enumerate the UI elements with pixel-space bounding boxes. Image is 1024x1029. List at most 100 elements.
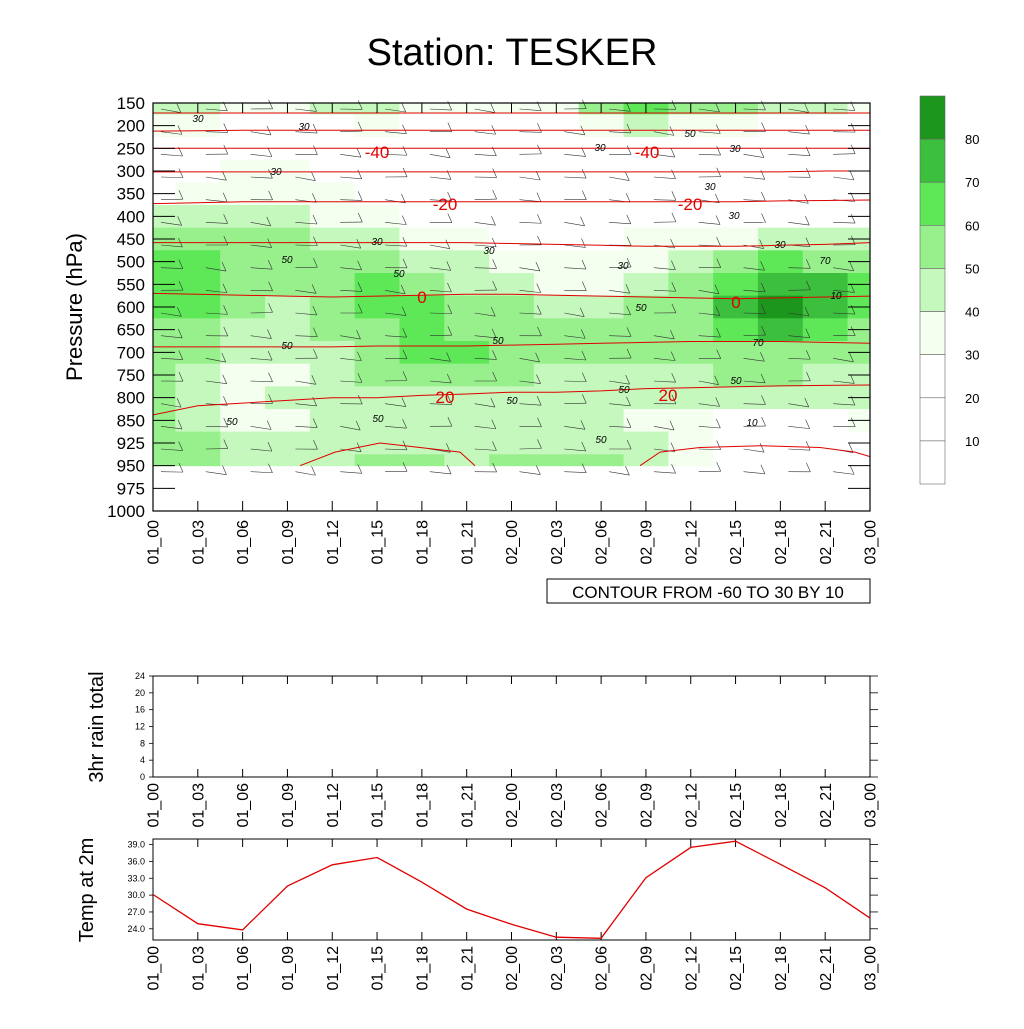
humidity-cell [444, 273, 489, 296]
humidity-cell [803, 182, 848, 205]
x-tick-label: 01_00 [146, 520, 163, 565]
colorbar-label: 30 [965, 348, 979, 363]
x-tick-label: 02_18 [773, 946, 790, 991]
humidity-cell [713, 160, 758, 183]
humidity-cell [489, 432, 534, 455]
colorbar-cell [920, 441, 945, 484]
wind-barb-shaft [609, 472, 629, 475]
colorbar-label: 50 [965, 261, 979, 276]
x-tick-label: 02_21 [818, 783, 835, 828]
x-tick-label: 03_00 [863, 946, 880, 991]
temperature-contour-label: -40 [365, 143, 390, 162]
humidity-contour-label: 30 [728, 211, 740, 222]
humidity-cell [444, 318, 489, 341]
humidity-cell [489, 454, 534, 466]
x-tick-label: 01_12 [325, 946, 342, 991]
humidity-cell [713, 114, 758, 137]
x-tick-label: 02_06 [594, 946, 611, 991]
wind-barb-flag [536, 466, 540, 475]
humidity-cell [444, 364, 489, 387]
x-tick-label: 01_03 [190, 783, 207, 828]
x-tick-label: 02_00 [504, 520, 521, 565]
x-tick-label: 02_09 [639, 783, 656, 828]
x-tick-label: 01_18 [414, 520, 431, 565]
rain-y-tick-label: 20 [135, 688, 145, 698]
wind-barb-shaft [430, 472, 451, 474]
temp-y-tick-label: 33.0 [127, 873, 145, 883]
humidity-cell [668, 296, 713, 319]
humidity-contour-label: 30 [704, 182, 716, 193]
x-tick-label: 02_21 [818, 946, 835, 991]
humidity-cell [534, 318, 579, 341]
humidity-cell [803, 454, 848, 466]
temperature-contour-label: -40 [635, 143, 660, 162]
humidity-cell [220, 432, 265, 455]
humidity-cell [534, 228, 579, 251]
x-tick-label: 01_06 [235, 520, 252, 565]
humidity-cell [399, 160, 444, 183]
wind-barb-shaft [520, 472, 541, 475]
y-tick-label: 150 [117, 94, 145, 113]
wind-barb-flag [222, 466, 226, 475]
humidity-cell [758, 296, 803, 319]
x-tick-label: 02_06 [594, 783, 611, 828]
y-tick-label: 350 [117, 185, 145, 204]
humidity-cell [310, 228, 355, 251]
x-tick-label: 02_15 [728, 520, 745, 565]
humidity-cell [758, 114, 803, 137]
humidity-cell [668, 273, 713, 296]
colorbar-cell [920, 312, 945, 355]
humidity-contour-label: 30 [617, 261, 629, 272]
humidity-cell [579, 409, 624, 432]
humidity-cell [175, 205, 220, 228]
rain-y-label: 3hr rain total [86, 671, 108, 782]
x-tick-label: 02_18 [773, 520, 790, 565]
temp-y-label: Temp at 2m [76, 838, 98, 942]
humidity-cell [803, 386, 848, 409]
x-tick-label: 02_15 [728, 783, 745, 828]
y-tick-label: 200 [117, 117, 145, 136]
humidity-cell [579, 341, 624, 364]
humidity-cell [175, 432, 220, 455]
humidity-cell [579, 318, 624, 341]
colorbar-cell [920, 355, 945, 398]
x-tick-label: 01_21 [459, 946, 476, 991]
humidity-cell [355, 205, 400, 228]
humidity-contour-label: 50 [492, 336, 504, 347]
humidity-cell [310, 160, 355, 183]
humidity-cell [489, 296, 534, 319]
colorbar-cell [920, 225, 945, 268]
humidity-contour-label: 70 [819, 256, 831, 267]
humidity-contour-label: 30 [371, 237, 383, 248]
humidity-cell [175, 228, 220, 251]
y-tick-label: 300 [117, 162, 145, 181]
colorbar-cell [920, 182, 945, 225]
contour-info-text: CONTOUR FROM -60 TO 30 BY 10 [572, 583, 844, 602]
rain-y-tick-label: 8 [140, 738, 145, 748]
humidity-contour-label: 50 [281, 255, 293, 266]
humidity-cell [489, 364, 534, 387]
humidity-cell [489, 160, 534, 183]
rain-y-tick-label: 4 [140, 755, 145, 765]
humidity-cell [579, 364, 624, 387]
humidity-cell [310, 296, 355, 319]
x-tick-label: 01_00 [146, 946, 163, 991]
y-tick-label: 1000 [107, 502, 145, 521]
rain-plot-frame [153, 676, 870, 777]
x-tick-label: 01_21 [459, 520, 476, 565]
humidity-cell [579, 205, 624, 228]
x-tick-label: 01_12 [325, 783, 342, 828]
humidity-cell [579, 296, 624, 319]
humidity-cell [534, 409, 579, 432]
humidity-contour-label: 50 [635, 303, 647, 314]
humidity-cell [399, 114, 444, 137]
temp-y-axis: 24.027.030.033.036.039.0 [127, 840, 878, 934]
humidity-cell [803, 364, 848, 387]
humidity-cell [668, 364, 713, 387]
humidity-cell [534, 205, 579, 228]
humidity-cell [624, 160, 669, 183]
